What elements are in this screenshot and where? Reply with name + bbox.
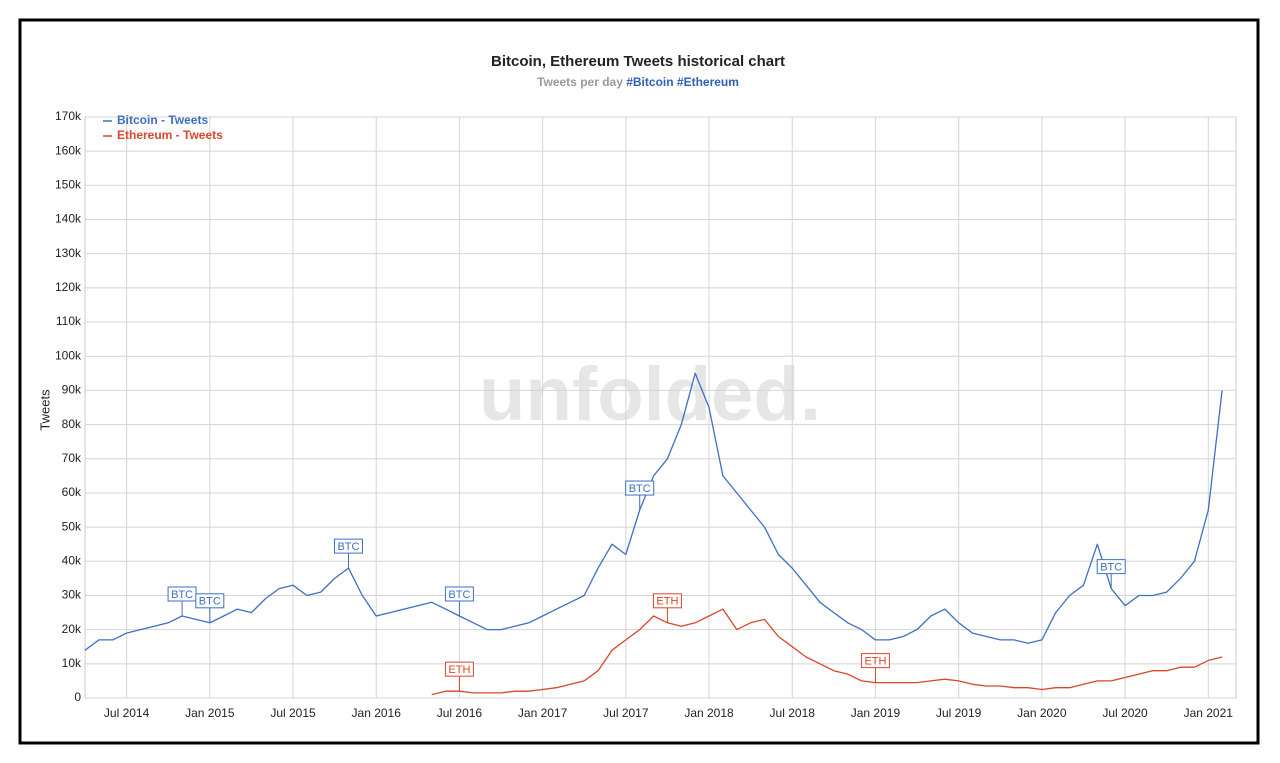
y-tick-label: 150k <box>55 178 82 192</box>
x-tick-label: Jan 2019 <box>851 706 901 720</box>
flag-label: BTC <box>448 589 470 601</box>
flag-box <box>652 593 682 609</box>
y-tick-label: 90k <box>62 383 82 397</box>
flag-label: ETH <box>448 664 470 676</box>
flag-label: ETH <box>656 596 678 608</box>
flag-label: BTC <box>199 596 221 608</box>
y-tick-label: 80k <box>62 417 82 431</box>
watermark: unfolded. <box>479 352 821 437</box>
flag-box <box>1096 559 1126 575</box>
flag-box <box>444 586 474 602</box>
x-tick-label: Jan 2021 <box>1184 706 1234 720</box>
y-tick-label: 130k <box>55 246 82 260</box>
y-tick-label: 0 <box>74 690 81 704</box>
flag-box <box>333 538 363 554</box>
y-tick-label: 10k <box>62 656 82 670</box>
flag-box <box>444 661 474 677</box>
x-tick-label: Jul 2015 <box>270 706 316 720</box>
x-tick-label: Jul 2017 <box>603 706 649 720</box>
y-tick-label: 100k <box>55 348 82 362</box>
y-tick-label: 60k <box>62 485 82 499</box>
chart-subtitle: Tweets per day #Bitcoin #Ethereum <box>537 75 739 89</box>
frame <box>18 18 1260 745</box>
legend-label: Bitcoin - Tweets <box>117 113 208 127</box>
subtitle-tags: #Bitcoin #Ethereum <box>626 75 739 89</box>
y-tick-label: 70k <box>62 451 82 465</box>
x-tick-label: Jul 2018 <box>770 706 816 720</box>
y-tick-label: 40k <box>62 553 82 567</box>
x-tick-label: Jul 2020 <box>1102 706 1148 720</box>
series-line <box>84 372 1223 651</box>
flag-label: BTC <box>629 483 651 495</box>
subtitle-text: Tweets per day <box>537 75 623 89</box>
y-axis-label: Tweets <box>37 389 52 431</box>
y-tick-label: 160k <box>55 143 82 157</box>
legend-label: Ethereum - Tweets <box>117 128 223 142</box>
flag-box <box>860 653 890 669</box>
y-tick-label: 50k <box>62 519 82 533</box>
x-tick-label: Jan 2018 <box>684 706 734 720</box>
y-tick-label: 170k <box>55 109 82 123</box>
x-tick-label: Jan 2016 <box>352 706 402 720</box>
flag-label: BTC <box>171 589 193 601</box>
y-tick-label: 20k <box>62 622 82 636</box>
y-tick-label: 30k <box>62 588 82 602</box>
chart-title: Bitcoin, Ethereum Tweets historical char… <box>491 53 785 70</box>
x-tick-label: Jan 2020 <box>1017 706 1067 720</box>
x-tick-label: Jul 2019 <box>936 706 982 720</box>
flag-box <box>195 593 225 609</box>
y-tick-label: 140k <box>55 212 82 226</box>
flag-label: ETH <box>864 656 886 668</box>
flag-label: BTC <box>337 541 359 553</box>
x-tick-label: Jan 2017 <box>518 706 568 720</box>
flag-label: BTC <box>1100 562 1122 574</box>
flag-box <box>625 480 655 496</box>
y-tick-label: 120k <box>55 280 82 294</box>
x-tick-label: Jul 2014 <box>104 706 150 720</box>
y-tick-label: 110k <box>56 314 82 328</box>
series-line <box>431 608 1223 696</box>
x-tick-label: Jul 2016 <box>437 706 483 720</box>
x-tick-label: Jan 2015 <box>185 706 235 720</box>
